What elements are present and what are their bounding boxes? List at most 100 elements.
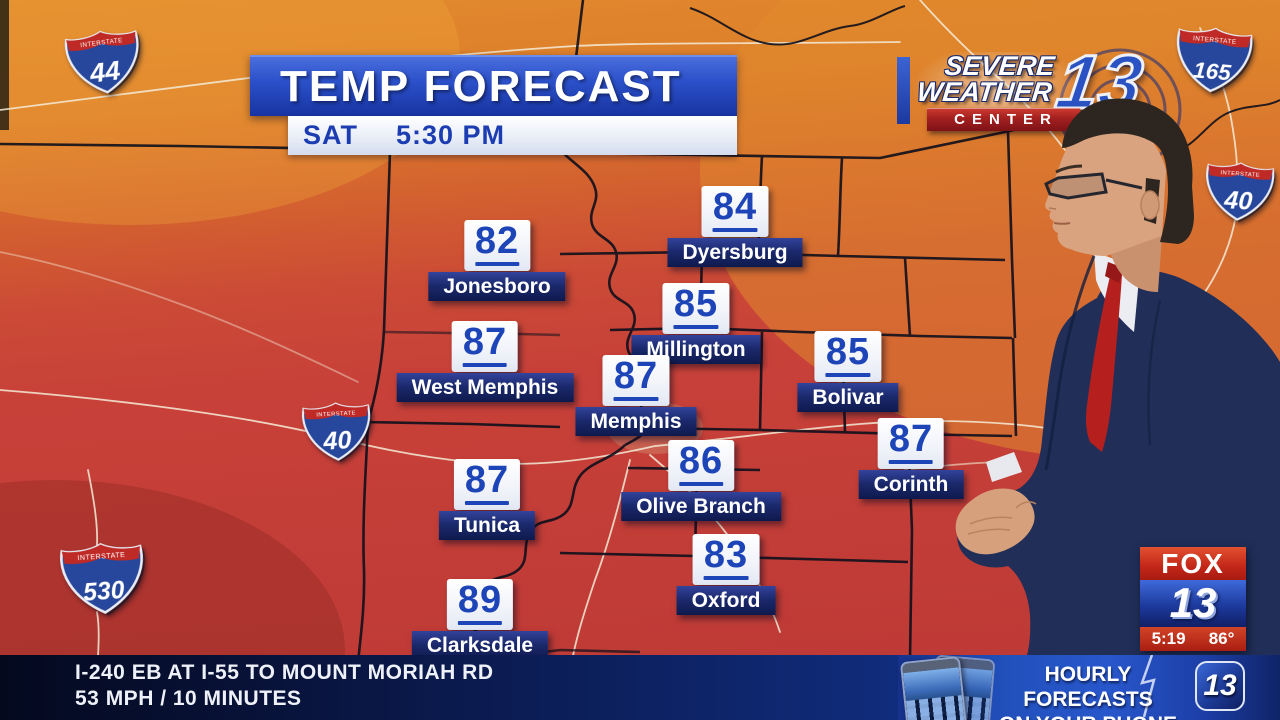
temp-underline [673,325,719,329]
city-label-millington: 85 Millington [631,283,761,364]
page-title: TEMP FORECAST [280,61,682,111]
temp-value-box: 89 [446,579,514,630]
svg-text:40: 40 [322,426,352,455]
svg-text:165: 165 [1192,58,1232,86]
temp-underline [678,482,724,486]
temp-value: 84 [712,186,758,228]
svg-text:530: 530 [82,577,125,607]
city-label-west-memphis: 87 West Memphis [396,321,574,402]
temp-value-box: 87 [877,418,945,469]
traffic-route: I-240 EB AT I-55 TO MOUNT MORIAH RD [75,661,494,684]
temp-value-box: 87 [451,321,519,372]
presenter-glasses-icon [1044,172,1108,200]
promo-line1: HOURLY FORECASTS [1023,663,1153,711]
temp-underline [703,576,749,580]
city-name: Bolivar [797,383,899,412]
city-name: Memphis [575,407,697,436]
temp-value-box: 85 [814,331,882,382]
temp-underline [462,363,508,367]
promo-text: HOURLY FORECASTS ON YOUR PHONE [990,662,1186,720]
interstate-165-shield-icon: INTERSTATE 165 [1169,22,1257,100]
forecast-time-label: 5:30 PM [396,120,506,150]
temp-value: 87 [462,321,508,363]
svg-text:INTERSTATE: INTERSTATE [1193,35,1237,46]
temp-value: 89 [457,579,503,621]
temp-value-box: 87 [602,355,670,406]
presenter-cuff [986,452,1022,482]
interstate-44-shield-icon: INTERSTATE 44 [60,23,148,102]
fox-brand: FOX [1140,547,1246,580]
temp-underline [888,460,934,464]
temp-underline [474,262,520,266]
interstate-40-shield-icon: INTERSTATE 40 [1200,157,1278,226]
lightning-icon [1140,655,1156,718]
temp-value: 87 [888,418,934,460]
temp-value-box: 82 [463,220,531,271]
time-temp-row: 5:19 86° [1140,627,1246,651]
city-label-oxford: 83 Oxford [676,534,776,615]
temp-value: 85 [825,331,871,373]
traffic-speed: 53 MPH / 10 MINUTES [75,687,302,710]
city-label-bolivar: 85 Bolivar [797,331,899,412]
city-name: Jonesboro [428,272,566,301]
svg-text:INTERSTATE: INTERSTATE [316,410,356,418]
traffic-ticker: I-240 EB AT I-55 TO MOUNT MORIAH RD 53 M… [75,660,493,712]
logo-word-center: CENTER [927,108,1080,131]
svg-text:40: 40 [1223,186,1254,216]
presenter-hands [955,488,1035,555]
current-temp: 86° [1208,629,1235,648]
temp-value: 85 [673,283,719,325]
temp-underline [613,397,659,401]
current-time: 5:19 [1151,629,1186,648]
app-badge-13: 13 [1195,661,1245,711]
city-label-jonesboro: 82 Jonesboro [428,220,566,301]
fox13-logo: FOX 13 5:19 86° [1140,547,1246,651]
temp-value-box: 84 [701,186,769,237]
severe-weather-center-logo: SEVERE WEATHER 13 CENTER [897,39,1182,172]
forecast-day-label: SAT [303,120,358,150]
temp-underline [825,373,871,377]
city-label-memphis: 87 Memphis [575,355,697,436]
city-name: West Memphis [396,373,574,402]
temp-value: 87 [464,459,510,501]
city-name: Dyersburg [667,238,803,267]
city-label-corinth: 87 Corinth [858,418,964,499]
fox-number: 13 [1140,580,1246,627]
promo-line2: ON YOUR PHONE [990,712,1186,720]
app-promo-panel: HOURLY FORECASTS ON YOUR PHONE 13 [898,654,1280,720]
city-label-dyersburg: 84 Dyersburg [667,186,803,267]
temp-value: 83 [703,534,749,576]
phone-icon [899,656,969,720]
city-name: Corinth [858,470,964,499]
temp-underline [712,228,758,232]
temp-underline [457,621,503,625]
city-name: Oxford [676,586,776,615]
svg-text:INTERSTATE: INTERSTATE [1220,170,1260,179]
interstate-40-shield-icon: INTERSTATE 40 [298,398,375,466]
temp-value-box: 83 [692,534,760,585]
city-name: Tunica [438,511,536,540]
presenter-hair [1062,98,1194,244]
temp-underline [464,501,510,505]
svg-text:44: 44 [87,54,122,89]
temp-value: 86 [678,440,724,482]
city-name: Olive Branch [621,492,781,521]
city-label-olive-branch: 86 Olive Branch [621,440,781,521]
temp-value-box: 85 [662,283,730,334]
svg-text:INTERSTATE: INTERSTATE [77,552,125,562]
valid-time-banner: SAT 5:30 PM [288,116,737,155]
presenter-tie [1086,267,1122,452]
temp-value-box: 87 [453,459,521,510]
city-label-tunica: 87 Tunica [438,459,536,540]
temp-value-box: 86 [667,440,735,491]
interstate-530-shield-icon: INTERSTATE 530 [55,537,150,621]
temp-value: 82 [474,220,520,262]
logo-blue-strip [897,57,910,124]
lower-third-bar: I-240 EB AT I-55 TO MOUNT MORIAH RD 53 M… [0,654,1280,720]
presenter-ear [1140,190,1160,220]
title-banner: TEMP FORECAST [250,55,737,116]
